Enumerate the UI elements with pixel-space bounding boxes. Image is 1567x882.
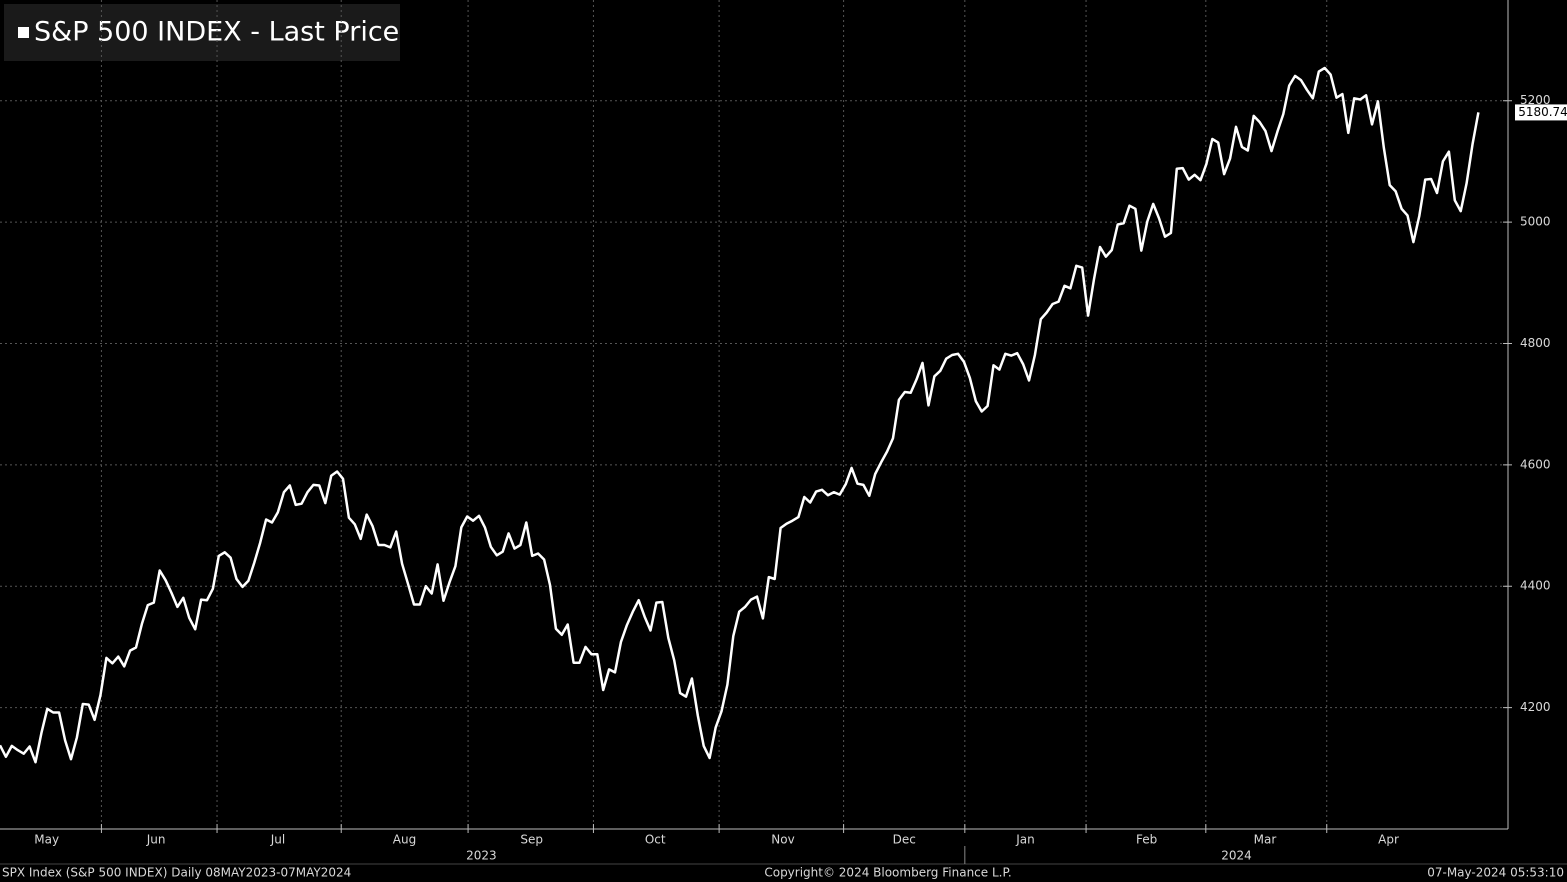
y-tick-label: 5000 bbox=[1520, 215, 1551, 229]
x-tick-label: Feb bbox=[1136, 833, 1157, 847]
x-tick-label: Aug bbox=[393, 833, 416, 847]
year-label: 2024 bbox=[1221, 849, 1252, 863]
last-value-label: 5180.74 bbox=[1518, 105, 1567, 119]
y-tick-label: 4600 bbox=[1520, 457, 1551, 471]
x-tick-label: Jan bbox=[1015, 833, 1035, 847]
x-tick-label: May bbox=[34, 833, 59, 847]
y-tick-label: 4800 bbox=[1520, 336, 1551, 350]
footer-center: Copyright© 2024 Bloomberg Finance L.P. bbox=[764, 866, 1011, 880]
x-tick-label: Oct bbox=[645, 833, 666, 847]
year-label: 2023 bbox=[466, 849, 497, 863]
x-tick-label: Jun bbox=[146, 833, 166, 847]
footer-left: SPX Index (S&P 500 INDEX) Daily 08MAY202… bbox=[2, 866, 351, 880]
footer-right: 07-May-2024 05:53:10 bbox=[1427, 866, 1564, 880]
legend-box bbox=[4, 4, 400, 61]
last-value-box bbox=[1515, 104, 1567, 121]
y-tick-label: 4200 bbox=[1520, 700, 1551, 714]
x-tick-label: Dec bbox=[893, 833, 916, 847]
x-tick-label: Mar bbox=[1254, 833, 1277, 847]
x-tick-label: Apr bbox=[1378, 833, 1399, 847]
x-tick-label: Sep bbox=[520, 833, 543, 847]
y-tick-label: 4400 bbox=[1520, 579, 1551, 593]
legend-swatch bbox=[18, 27, 29, 38]
x-tick-label: Jul bbox=[270, 833, 285, 847]
price-line bbox=[0, 66, 1480, 764]
x-tick-label: Nov bbox=[771, 833, 794, 847]
y-tick-label: 5200 bbox=[1520, 93, 1551, 107]
